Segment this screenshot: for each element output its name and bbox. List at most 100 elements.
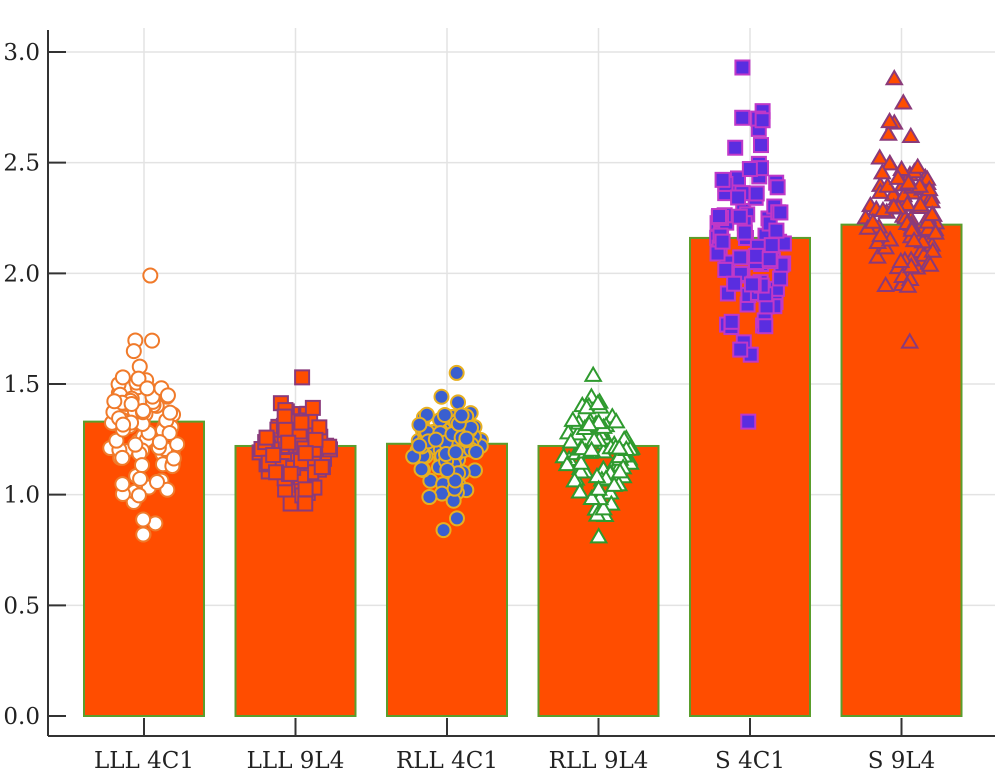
point-s-9l4 (900, 332, 920, 349)
point-s-9l4 (920, 255, 940, 272)
point-lll-4c1 (165, 450, 182, 467)
point-rll-4c1 (448, 510, 465, 527)
x-tick-label: S 9L4 (868, 748, 936, 774)
point-rll-4c1 (468, 443, 485, 460)
point-lll-9l4 (297, 445, 314, 462)
data-points (102, 59, 946, 544)
point-lll-9l4 (282, 465, 299, 482)
point-lll-9l4 (313, 459, 330, 476)
point-s-4c1 (714, 233, 731, 250)
point-s-9l4 (926, 223, 946, 240)
point-rll-9l4 (594, 499, 613, 516)
point-s-9l4 (884, 197, 904, 214)
point-s-4c1 (757, 318, 774, 335)
point-rll-4c1 (411, 416, 428, 433)
point-rll-9l4 (565, 471, 585, 488)
point-s-4c1 (717, 261, 734, 278)
bar-s-4c1 (689, 236, 811, 717)
point-s-4c1 (734, 109, 751, 126)
point-lll-4c1 (114, 369, 131, 386)
y-tick-label: 1.5 (3, 372, 40, 398)
point-s-9l4 (891, 251, 911, 269)
y-tick-label: 3.0 (3, 40, 40, 66)
point-rll-4c1 (413, 461, 430, 478)
point-s-4c1 (748, 247, 765, 264)
point-s-9l4 (863, 212, 883, 229)
point-s-9l4 (923, 241, 943, 258)
point-lll-9l4 (307, 431, 324, 448)
point-s-4c1 (763, 237, 780, 254)
point-lll-4c1 (114, 476, 131, 493)
point-lll-4c1 (130, 487, 147, 504)
point-rll-9l4 (571, 462, 591, 479)
point-s-4c1 (772, 204, 789, 221)
point-lll-9l4 (297, 495, 314, 512)
y-tick-label: 2.5 (3, 151, 40, 177)
point-rll-9l4 (571, 453, 591, 470)
point-lll-9l4 (321, 438, 338, 455)
point-rll-4c1 (433, 388, 450, 405)
point-s-9l4 (899, 173, 918, 190)
point-rll-9l4 (587, 466, 607, 484)
point-lll-9l4 (297, 481, 314, 498)
point-s-4c1 (743, 276, 760, 293)
point-rll-4c1 (447, 444, 464, 461)
point-s-4c1 (714, 171, 731, 188)
point-s-4c1 (731, 208, 748, 225)
bars (83, 223, 963, 717)
point-lll-4c1 (135, 511, 152, 528)
point-rll-9l4 (589, 479, 609, 496)
point-rll-9l4 (561, 432, 581, 449)
point-s-9l4 (880, 154, 900, 171)
point-s-9l4 (870, 148, 890, 165)
point-s-9l4 (908, 157, 928, 174)
point-s-9l4 (910, 195, 930, 212)
point-lll-4c1 (135, 526, 152, 543)
point-lll-4c1 (159, 387, 176, 404)
point-lll-4c1 (132, 470, 149, 487)
point-s-4c1 (726, 275, 743, 292)
point-lll-4c1 (115, 416, 132, 433)
point-rll-4c1 (436, 406, 453, 423)
point-s-9l4 (897, 194, 917, 211)
point-s-4c1 (761, 251, 778, 268)
point-s-4c1 (741, 161, 758, 178)
point-s-9l4 (871, 225, 890, 243)
y-tick-label: 2.0 (3, 261, 40, 287)
point-rll-4c1 (447, 472, 464, 489)
point-lll-4c1 (130, 370, 147, 387)
axes: 0.0 0.5 1.0 1.5 2.0 2.5 3.0 LLL 4C1 LLL 9L4 RLL 4… (3, 30, 995, 774)
point-s-9l4 (904, 230, 924, 248)
point-s-4c1 (768, 222, 785, 239)
point-lll-9l4 (304, 399, 321, 416)
point-s-9l4 (901, 126, 921, 144)
point-s-9l4 (888, 168, 908, 185)
point-lll-9l4 (268, 464, 285, 481)
point-lll-4c1 (144, 332, 161, 349)
x-tick-label: LLL 4C1 (94, 748, 194, 774)
point-s-9l4 (879, 124, 898, 141)
point-rll-9l4 (610, 462, 630, 479)
point-s-4c1 (736, 224, 753, 241)
bar-s-9l4 (840, 223, 963, 717)
point-s-4c1 (723, 313, 740, 330)
x-tick-label: RLL 4C1 (396, 748, 498, 774)
point-lll-9l4 (280, 434, 297, 451)
point-lll-4c1 (106, 393, 123, 410)
point-rll-4c1 (411, 437, 428, 454)
point-s-4c1 (769, 179, 786, 196)
point-lll-4c1 (127, 436, 144, 453)
y-tick-label: 0.0 (3, 704, 40, 730)
point-rll-9l4 (557, 454, 577, 472)
point-lll-4c1 (169, 436, 186, 453)
point-rll-9l4 (583, 365, 603, 382)
point-lll-4c1 (161, 424, 178, 441)
point-lll-4c1 (123, 395, 140, 412)
point-s-4c1 (727, 139, 744, 156)
point-rll-9l4 (579, 414, 599, 432)
point-lll-9l4 (294, 369, 311, 386)
point-s-9l4 (876, 275, 896, 293)
point-lll-4c1 (114, 449, 131, 466)
point-s-9l4 (893, 93, 913, 110)
